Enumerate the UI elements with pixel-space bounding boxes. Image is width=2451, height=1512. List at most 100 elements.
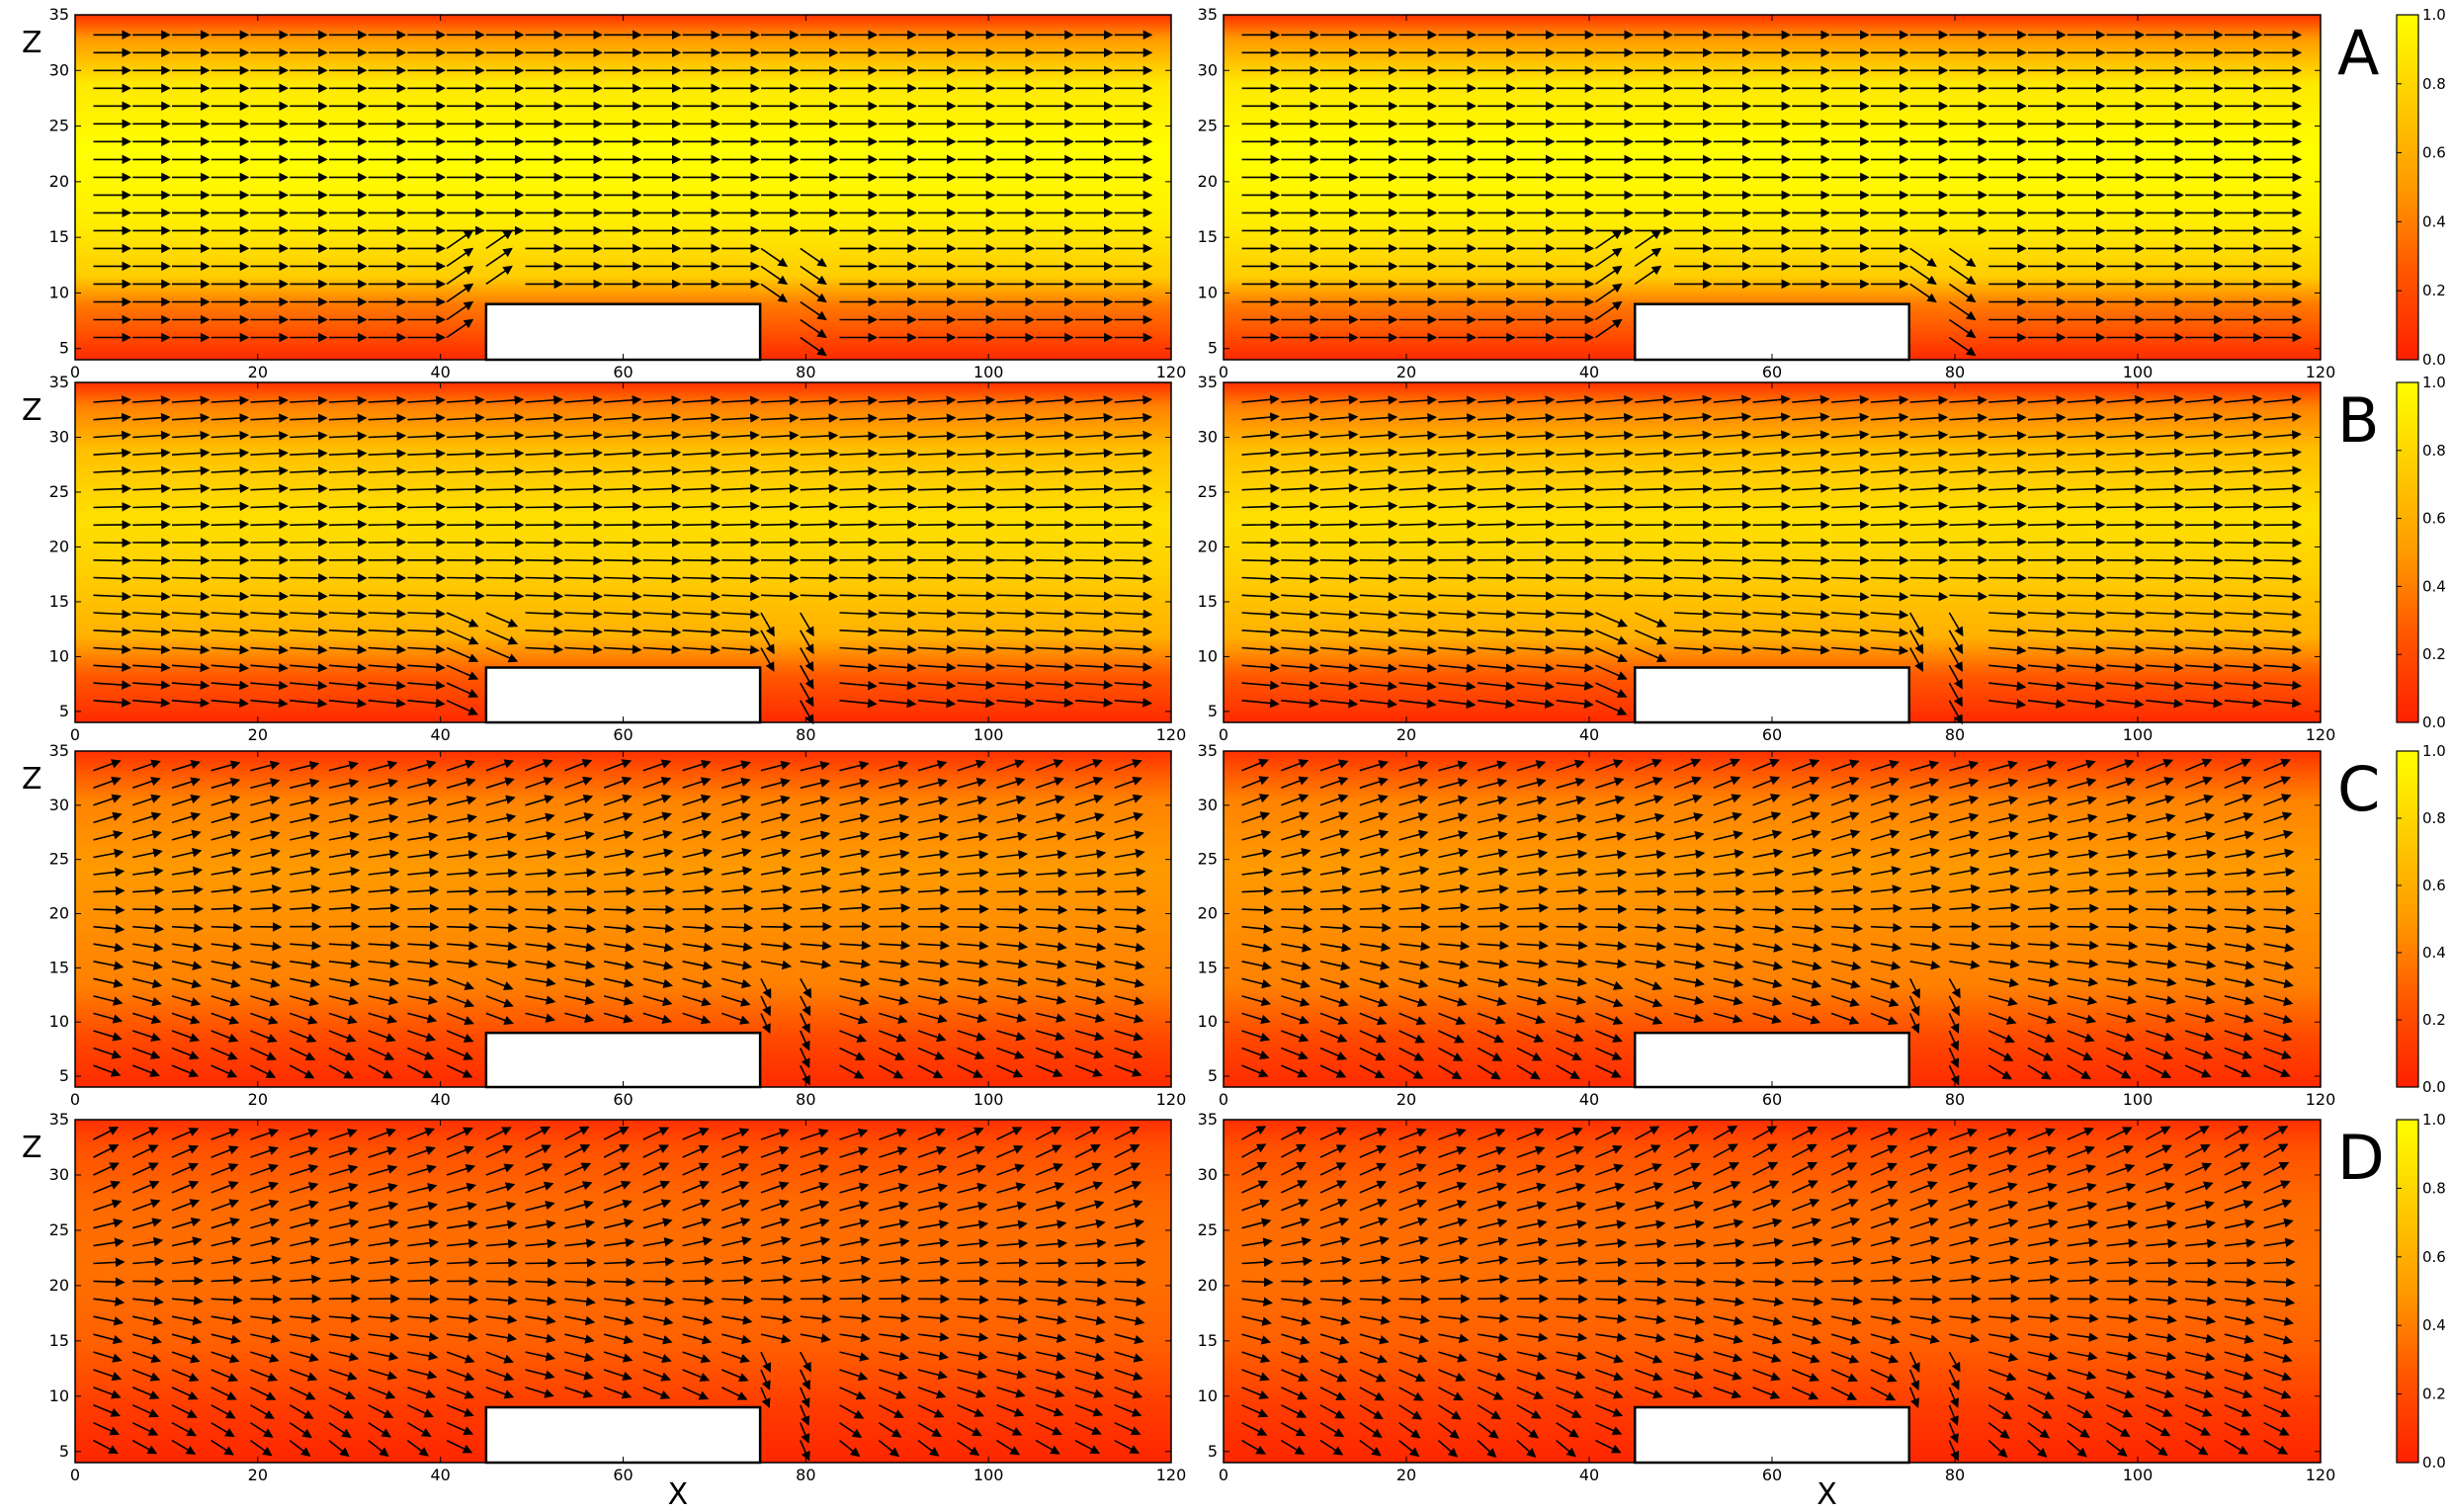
x-tick-label: 120 bbox=[2306, 1090, 2336, 1109]
velocity-arrow bbox=[564, 591, 603, 602]
velocity-arrow bbox=[171, 501, 211, 512]
velocity-arrow bbox=[1114, 412, 1152, 423]
z-tick-label: 20 bbox=[1198, 172, 1218, 191]
velocity-arrow bbox=[800, 630, 814, 654]
velocity-arrow bbox=[642, 448, 682, 459]
x-tick-label: 20 bbox=[1396, 725, 1416, 744]
z-tick-label: 30 bbox=[1198, 60, 1218, 79]
velocity-arrow bbox=[1114, 644, 1153, 654]
x-tick-label: 120 bbox=[2306, 1466, 2336, 1484]
velocity-arrow bbox=[996, 591, 1035, 601]
velocity-arrow bbox=[800, 413, 839, 424]
colorbar-tick-label: 0.0 bbox=[2422, 351, 2446, 369]
z-tick-label: 30 bbox=[49, 1165, 69, 1184]
colorbar-gradient bbox=[2396, 1119, 2419, 1464]
velocity-arrow bbox=[800, 700, 814, 725]
x-tick-label: 100 bbox=[2123, 363, 2154, 381]
z-tick-label: 5 bbox=[59, 339, 69, 358]
velocity-arrow bbox=[564, 573, 603, 584]
velocity-arrow bbox=[525, 886, 557, 897]
colorbar-tick-label: 0.8 bbox=[2422, 1179, 2446, 1197]
velocity-arrow bbox=[2146, 573, 2184, 584]
velocity-arrow bbox=[171, 644, 211, 655]
velocity-arrow bbox=[1635, 904, 1667, 915]
velocity-arrow bbox=[1635, 502, 1673, 512]
velocity-arrow bbox=[447, 922, 479, 933]
velocity-arrow bbox=[485, 502, 525, 512]
velocity-arrow bbox=[250, 680, 289, 691]
colorbar-tick-label: 0.6 bbox=[2422, 144, 2446, 162]
velocity-arrow bbox=[879, 662, 917, 673]
colorbars: 0.00.20.40.60.81.00.00.20.40.60.81.00.00… bbox=[2396, 6, 2446, 1471]
velocity-arrow bbox=[290, 698, 328, 709]
velocity-arrow bbox=[290, 448, 328, 459]
z-tick-label: 10 bbox=[1198, 283, 1218, 301]
velocity-arrow bbox=[800, 519, 839, 530]
velocity-arrow bbox=[1948, 336, 1977, 357]
velocity-arrow bbox=[250, 698, 289, 709]
velocity-arrow bbox=[564, 448, 603, 459]
velocity-arrow bbox=[525, 430, 563, 441]
velocity-arrow bbox=[447, 591, 485, 601]
x-tick-label: 80 bbox=[1945, 1090, 1965, 1109]
velocity-arrow bbox=[368, 501, 407, 512]
velocity-arrow bbox=[1752, 555, 1792, 566]
velocity-arrow bbox=[446, 247, 474, 268]
velocity-arrow bbox=[682, 591, 721, 602]
colorbar-A: 0.0 0.2 0.4 0.6 0.8 1.0 bbox=[2396, 6, 2446, 369]
velocity-arrow bbox=[250, 537, 289, 547]
velocity-arrow bbox=[1792, 519, 1830, 530]
velocity-arrow bbox=[760, 483, 800, 494]
velocity-arrow bbox=[290, 395, 328, 406]
velocity-arrow bbox=[1948, 318, 1977, 339]
x-tick-label: 80 bbox=[796, 363, 815, 381]
velocity-arrow bbox=[211, 609, 250, 620]
velocity-arrow bbox=[368, 466, 407, 476]
velocity-arrow bbox=[211, 644, 250, 655]
row-letter-C: C bbox=[2337, 753, 2380, 825]
x-tick-label: 20 bbox=[248, 1090, 268, 1109]
velocity-arrow bbox=[171, 413, 211, 423]
velocity-arrow bbox=[132, 609, 171, 620]
velocity-arrow bbox=[839, 519, 879, 530]
velocity-arrow bbox=[525, 448, 564, 459]
velocity-arrow bbox=[564, 1258, 597, 1268]
velocity-arrow bbox=[1909, 922, 1942, 932]
velocity-arrow bbox=[1635, 1277, 1667, 1287]
velocity-arrow bbox=[879, 609, 917, 619]
velocity-arrow bbox=[1074, 412, 1114, 423]
velocity-arrow bbox=[93, 904, 126, 915]
velocity-arrow bbox=[917, 573, 957, 583]
velocity-arrow bbox=[446, 630, 479, 645]
velocity-arrow bbox=[2224, 555, 2263, 566]
colorbar-tick-label: 0.4 bbox=[2422, 944, 2446, 962]
velocity-arrow bbox=[368, 413, 407, 424]
velocity-arrow bbox=[290, 483, 328, 494]
velocity-arrow bbox=[1398, 922, 1431, 932]
velocity-arrow bbox=[1988, 537, 2027, 547]
velocity-arrow bbox=[290, 501, 328, 512]
colorbar-tick-label: 0.6 bbox=[2422, 1248, 2446, 1266]
velocity-arrow bbox=[1114, 680, 1153, 690]
z-tick-label: 20 bbox=[1198, 904, 1218, 923]
velocity-arrow bbox=[564, 644, 603, 654]
velocity-arrow bbox=[1036, 698, 1074, 708]
velocity-arrow bbox=[721, 609, 760, 620]
velocity-arrow bbox=[917, 484, 957, 494]
velocity-arrow bbox=[328, 680, 368, 691]
velocity-arrow bbox=[642, 609, 682, 620]
velocity-arrow bbox=[407, 484, 446, 494]
velocity-arrow bbox=[368, 519, 407, 530]
velocity-arrow bbox=[1556, 573, 1595, 583]
z-tick-label: 5 bbox=[1208, 1066, 1218, 1085]
velocity-arrow bbox=[1114, 573, 1153, 584]
velocity-arrow bbox=[604, 644, 642, 654]
velocity-arrow bbox=[250, 395, 289, 406]
velocity-arrow bbox=[1036, 448, 1074, 459]
velocity-arrow bbox=[800, 647, 814, 672]
x-tick-label: 120 bbox=[1156, 725, 1187, 744]
velocity-arrow bbox=[682, 448, 720, 459]
velocity-arrow bbox=[250, 591, 289, 602]
velocity-arrow bbox=[879, 483, 917, 494]
